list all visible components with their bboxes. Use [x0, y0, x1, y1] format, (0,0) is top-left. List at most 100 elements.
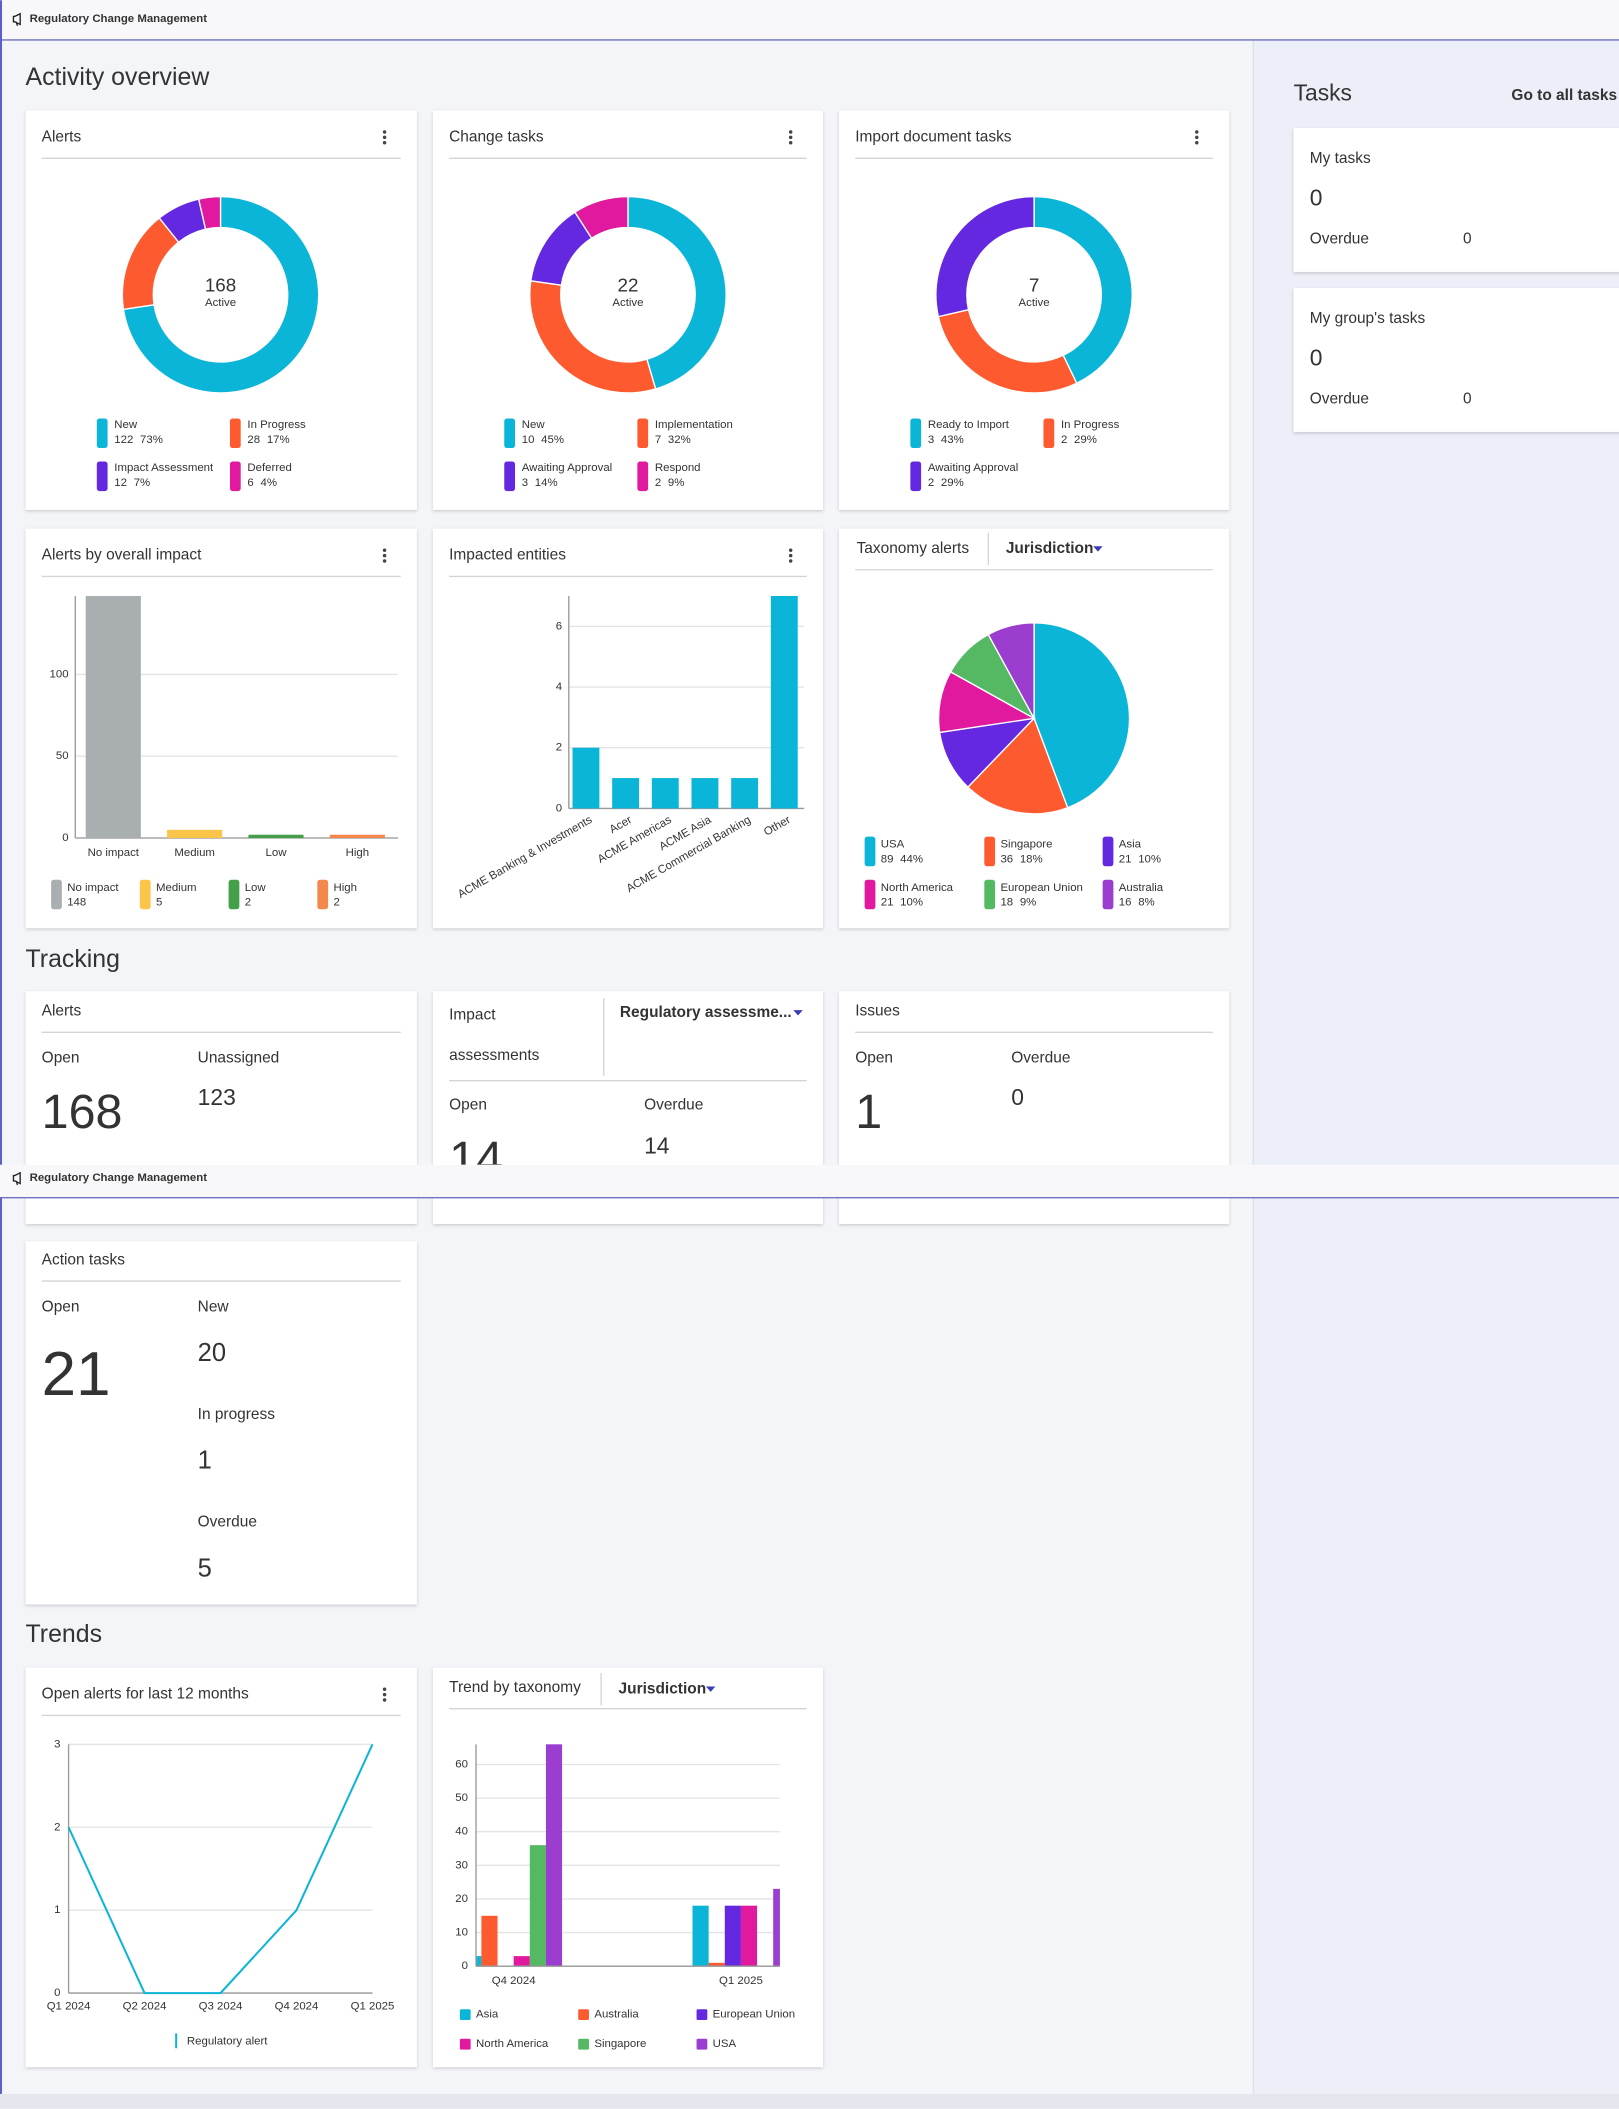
kebab-menu[interactable] — [382, 553, 387, 558]
kebab-menu[interactable] — [788, 548, 793, 552]
bar — [612, 778, 640, 809]
kebab-menu[interactable] — [1195, 130, 1199, 134]
legend-swatch — [51, 879, 62, 910]
value: 7 — [655, 434, 661, 446]
kebab-menu[interactable] — [382, 141, 387, 145]
x-tick-label: Q4 2024 — [275, 2001, 319, 2013]
legend-swatch — [910, 418, 922, 449]
bar — [167, 829, 223, 839]
donut-total: 7 — [1029, 275, 1039, 296]
card — [25, 1667, 417, 2068]
legend-label: Awaiting Approval — [928, 462, 1018, 474]
donut-segment — [573, 195, 629, 240]
y-tick-label: 3 — [54, 1738, 60, 1750]
legend-swatch — [696, 2009, 708, 2020]
percent: 45% — [541, 434, 564, 446]
value: 28 — [247, 434, 260, 446]
dropdown[interactable]: Jurisdiction — [1006, 540, 1094, 557]
bar — [572, 747, 600, 809]
task-count: 0 — [1310, 184, 1323, 210]
legend-label: USA — [713, 2038, 737, 2050]
legend-swatch — [1102, 836, 1114, 867]
tracking-content: Alerts Open Unassigned 168 123 Impact assessm… — [41, 998, 1213, 1186]
metric-value: 20 — [198, 1339, 226, 1367]
legend-label: North America — [881, 882, 954, 894]
kebab-menu[interactable] — [382, 1692, 387, 1697]
y-tick-label: 6 — [556, 620, 562, 632]
legend-value: 28 17% — [247, 434, 289, 446]
legend-label: Implementation — [655, 419, 733, 431]
metric-label: Open — [42, 1050, 80, 1067]
legend-swatch — [459, 2038, 471, 2050]
legend-value: 2 — [333, 897, 339, 909]
value: 89 — [881, 854, 894, 866]
card-title: Impact assessments — [449, 1007, 540, 1064]
legend-value: 5 — [156, 897, 162, 909]
dropdown-caret[interactable] — [705, 1686, 716, 1692]
x-tick-label: Low — [266, 847, 288, 859]
kebab-menu[interactable] — [1195, 141, 1199, 145]
kebab-menu[interactable] — [382, 1687, 387, 1691]
dropdown-caret[interactable] — [793, 1010, 803, 1016]
donut-segment — [935, 195, 1035, 318]
legend-swatch — [229, 418, 241, 449]
dropdown[interactable]: Jurisdiction — [619, 1680, 707, 1697]
top-bar — [0, 0, 1619, 40]
kebab-menu[interactable] — [788, 135, 793, 140]
legend-swatch — [96, 418, 108, 449]
kebab-menu[interactable] — [382, 559, 387, 563]
donut-center-label: Active — [1019, 297, 1050, 309]
kebab-menu[interactable] — [382, 130, 387, 134]
percent: 73% — [140, 434, 163, 446]
dropdown[interactable]: Regulatory assessme... — [620, 1004, 792, 1021]
metric-label: Open — [42, 1298, 80, 1315]
bar — [708, 1962, 725, 1967]
legend-label: Low — [245, 882, 267, 894]
legend-value: 36 18% — [1000, 854, 1042, 866]
kebab-menu[interactable] — [788, 130, 793, 134]
pie-slice — [987, 622, 1035, 719]
card — [25, 110, 417, 510]
card-title: Alerts — [42, 1003, 82, 1020]
legend-value: 2 9% — [655, 477, 685, 489]
legend-value: 148 — [67, 897, 86, 909]
bars — [476, 1744, 780, 1967]
task-card-title: My tasks — [1310, 150, 1371, 167]
bar — [329, 834, 385, 839]
kebab-menu[interactable] — [1195, 135, 1199, 140]
metric-value: 1 — [855, 1085, 882, 1139]
kebab-menu[interactable] — [382, 548, 387, 552]
pie-slice — [1033, 622, 1131, 809]
metric-label: Overdue — [198, 1514, 257, 1531]
percent: 7% — [134, 477, 151, 489]
overdue-label: Overdue — [1310, 391, 1369, 408]
kebab-menu[interactable] — [788, 559, 793, 563]
metric-label: Overdue — [644, 1097, 703, 1114]
tasks-link[interactable]: Go to all tasks — [1511, 87, 1617, 104]
legend-label: Awaiting Approval — [522, 462, 612, 474]
dropdown-caret[interactable] — [1093, 546, 1103, 552]
bar — [651, 778, 679, 809]
kebab-menu[interactable] — [788, 553, 793, 558]
y-tick-label: 0 — [556, 802, 562, 814]
x-tick-label: Q1 2025 — [351, 2001, 395, 2013]
legend-swatch — [578, 2009, 589, 2020]
x-tick-label: Q4 2024 — [492, 1975, 536, 1987]
kebab-menu[interactable] — [382, 135, 387, 140]
bar — [85, 595, 141, 839]
legend-swatch — [578, 2038, 589, 2050]
y-tick-label: 50 — [56, 750, 69, 762]
legend-value: 2 — [245, 897, 251, 909]
section-title: Tracking — [26, 945, 120, 973]
card — [1293, 288, 1619, 432]
legend-label: Deferred — [247, 462, 291, 474]
kebab-menu[interactable] — [382, 1698, 387, 1702]
percent: 18% — [1020, 854, 1043, 866]
bar — [691, 778, 719, 809]
legend-label: North America — [476, 2038, 549, 2050]
legend-label: New — [114, 419, 138, 431]
legend-value: 2 29% — [928, 477, 964, 489]
metric-value: 14 — [449, 1132, 503, 1186]
kebab-menu[interactable] — [788, 141, 793, 145]
card-title: Issues — [855, 1003, 900, 1020]
